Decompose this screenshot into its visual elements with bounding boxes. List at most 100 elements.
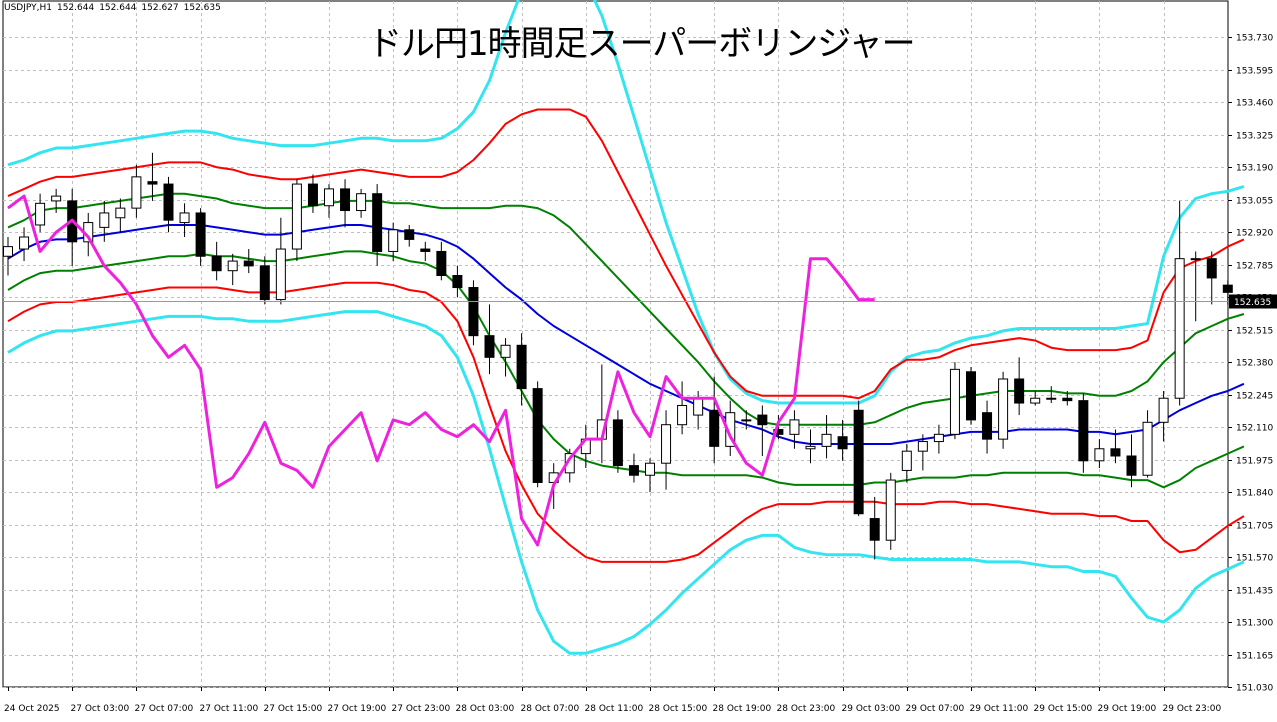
x-tick-label: 29 Oct 23:00 [1163, 704, 1222, 714]
x-tick-label: 27 Oct 07:00 [135, 704, 194, 714]
candle [532, 381, 543, 488]
candle [275, 217, 286, 305]
candle [35, 193, 46, 233]
candle-body [291, 183, 302, 250]
candle-body [645, 462, 655, 476]
candle [243, 249, 254, 274]
candle [645, 458, 655, 493]
y-tick-label: 153.325 [1236, 132, 1273, 142]
candle [1206, 251, 1217, 305]
candle-body [1222, 284, 1233, 293]
candle [99, 200, 110, 242]
x-tick-label: 29 Oct 19:00 [1098, 704, 1157, 714]
candle [516, 333, 527, 406]
candle [982, 400, 993, 454]
candle-body [966, 371, 976, 421]
candle-body [324, 188, 334, 207]
y-tick-label: 151.165 [1236, 652, 1273, 662]
candle-body [661, 424, 672, 464]
ohlc-low: 152.627 [141, 3, 179, 13]
candle [227, 253, 238, 286]
candle-body [901, 450, 912, 471]
y-tick-label: 152.920 [1236, 229, 1273, 239]
candle [1174, 200, 1185, 406]
candle [51, 188, 62, 213]
candle-body [693, 397, 704, 416]
candle-body [99, 212, 110, 228]
candle [195, 208, 206, 266]
candle [901, 443, 912, 483]
candle [436, 241, 447, 281]
candle [211, 241, 222, 281]
x-tick-label: 28 Oct 03:00 [456, 704, 515, 714]
x-tick-label: 24 Oct 2025 [4, 704, 60, 714]
candle-body [420, 248, 431, 252]
candle [1190, 251, 1201, 322]
candle [147, 152, 158, 201]
sma-line [7, 224, 1245, 445]
candle [420, 241, 431, 262]
x-tick-label: 28 Oct 23:00 [777, 704, 836, 714]
candle [677, 381, 688, 435]
candle-body [837, 436, 848, 450]
candle-body [1174, 258, 1185, 399]
candle-body [532, 388, 543, 483]
candle-body [677, 404, 688, 426]
candle [1110, 429, 1121, 464]
candle [853, 400, 864, 517]
candle-body [885, 479, 896, 541]
candle-body [1206, 258, 1217, 279]
candle [468, 280, 479, 346]
candle-body [628, 465, 639, 476]
candle [115, 198, 126, 233]
candle-body [1046, 397, 1057, 400]
candle-body [372, 193, 383, 252]
candle [917, 434, 928, 471]
candle-body [243, 260, 254, 267]
candle [805, 429, 816, 464]
candle [19, 227, 30, 262]
candle-body [757, 414, 768, 426]
band-minus2-line [7, 281, 1245, 563]
y-tick-label: 152.110 [1236, 424, 1273, 434]
candle [307, 174, 318, 213]
candle [966, 366, 976, 425]
candle [1062, 391, 1073, 406]
candle [324, 184, 334, 218]
current-price-label: 152.635 [1234, 298, 1271, 308]
symbol-ohlc-label: USDJPY,H1 152.644 152.644 152.627 152.635 [4, 3, 226, 13]
candle [789, 410, 800, 449]
candle-body [259, 265, 270, 301]
candle-body [19, 236, 30, 250]
y-tick-label: 153.595 [1236, 67, 1273, 77]
candle [356, 188, 367, 218]
candle-body [709, 409, 720, 447]
candle-body [436, 250, 447, 277]
candle [1046, 386, 1057, 404]
y-tick-label: 151.705 [1236, 522, 1273, 532]
y-tick-label: 151.030 [1236, 684, 1273, 694]
candle-body [917, 441, 928, 452]
candle-body [131, 176, 142, 209]
x-tick-label: 28 Oct 11:00 [585, 704, 644, 714]
candle [372, 184, 383, 266]
candle-body [1190, 258, 1201, 261]
y-tick-label: 153.460 [1236, 99, 1273, 109]
candle [1126, 434, 1137, 488]
candle [259, 256, 270, 305]
lagging-span-line [7, 194, 875, 547]
candle-body [1158, 397, 1169, 423]
band-minus3-line [7, 310, 1245, 655]
candle [1030, 391, 1041, 406]
candle-body [773, 429, 784, 435]
candle-body [612, 419, 623, 467]
candle-body [1142, 421, 1153, 476]
candle-body [805, 445, 816, 450]
candle-body [147, 181, 158, 185]
candle [1014, 357, 1025, 416]
chart-title: ドル円1時間足スーパーボリンジャー [368, 24, 916, 64]
candle-body [51, 195, 62, 202]
candle-body [468, 287, 479, 337]
candle [179, 203, 190, 238]
